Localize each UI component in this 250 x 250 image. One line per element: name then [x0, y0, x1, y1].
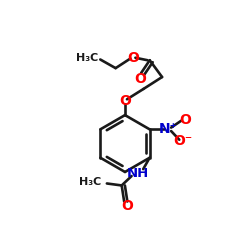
Text: H₃C: H₃C — [79, 177, 102, 187]
Text: H₃C: H₃C — [76, 53, 98, 63]
Text: O: O — [119, 94, 131, 108]
Text: O: O — [179, 113, 191, 127]
Text: O: O — [127, 51, 139, 65]
Text: NH: NH — [127, 166, 149, 179]
Text: N⁺: N⁺ — [159, 122, 178, 136]
Text: O: O — [135, 72, 146, 86]
Text: O: O — [121, 200, 133, 213]
Text: O⁻: O⁻ — [174, 134, 193, 148]
